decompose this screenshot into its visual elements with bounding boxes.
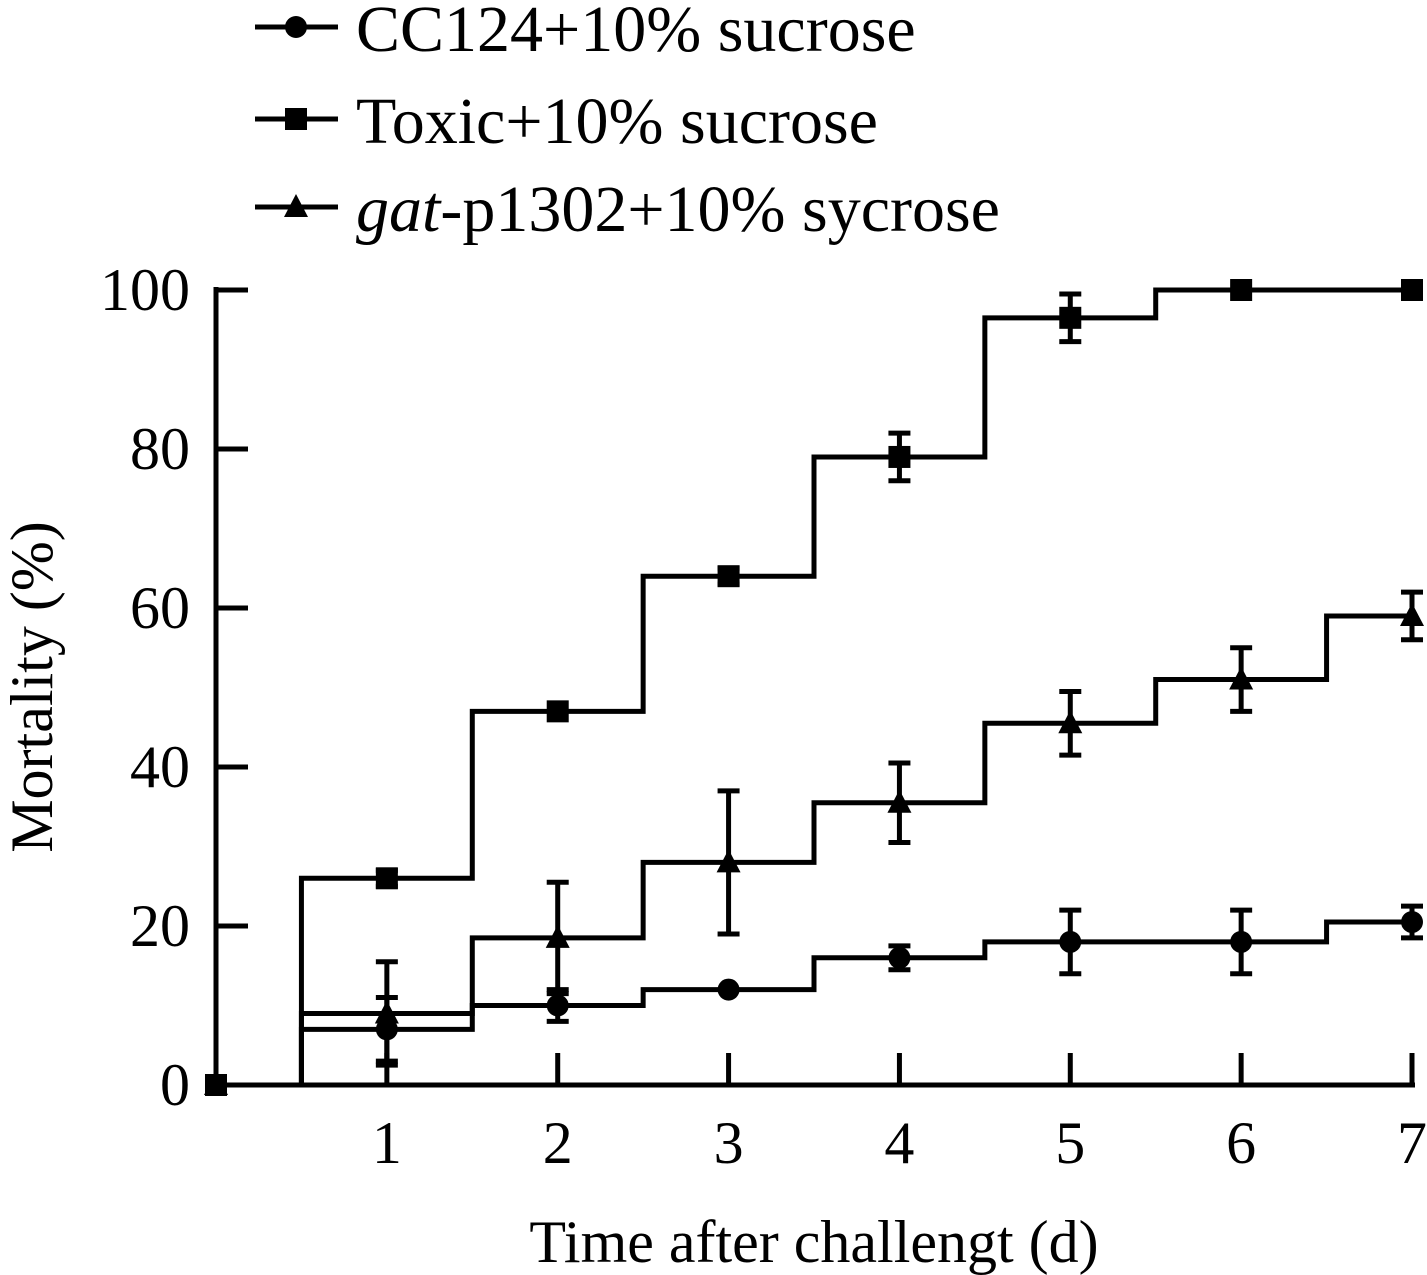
x-tick-label: 2 <box>543 1110 573 1176</box>
series-line <box>298 287 1412 1085</box>
axes: 0 20 40 60 80 100 1 2 3 4 5 6 7 <box>100 257 1427 1176</box>
series-line <box>298 919 1412 1085</box>
data-point <box>888 445 911 468</box>
x-tick-label: 7 <box>1397 1110 1427 1176</box>
y-tick-label: 0 <box>160 1052 190 1118</box>
legend-marker <box>285 16 307 38</box>
data-point <box>1230 279 1253 301</box>
data-point <box>374 1000 399 1024</box>
x-tick-label: 4 <box>884 1110 914 1176</box>
data-point <box>375 867 398 890</box>
data-point <box>717 978 740 1001</box>
x-axis-title: Time after challengt (d) <box>529 1209 1098 1275</box>
legend-label: CC124+10% sucrose <box>356 0 916 66</box>
x-tick-label: 3 <box>714 1110 744 1176</box>
series-triangle <box>204 589 1424 1095</box>
y-tick-label: 100 <box>100 257 190 323</box>
data-point <box>546 700 569 723</box>
legend-item: CC124+10% sucrose <box>255 0 916 66</box>
data-point <box>1058 710 1083 734</box>
legend: CC124+10% sucrose Toxic+10% sucrose gat-p1… <box>255 0 1000 246</box>
y-tick-label: 20 <box>130 893 190 959</box>
x-tick-label: 1 <box>372 1110 402 1176</box>
series-line <box>298 613 1412 1085</box>
y-axis-title: Mortality (%) <box>0 521 65 853</box>
data-point <box>1229 666 1254 690</box>
data-point <box>1230 930 1253 953</box>
legend-marker <box>284 194 308 217</box>
data-point <box>717 565 740 588</box>
data-point <box>1059 306 1082 329</box>
data-point <box>1400 602 1424 626</box>
data-point <box>1059 930 1082 953</box>
y-tick-label: 60 <box>130 575 190 641</box>
data-point <box>1401 279 1423 301</box>
plot-area <box>204 279 1424 1096</box>
data-point <box>887 789 912 813</box>
data-point <box>545 924 570 948</box>
legend-item: gat-p1302+10% sycrose <box>255 173 1000 246</box>
legend-label: gat-p1302+10% sycrose <box>356 173 1000 246</box>
data-point <box>546 994 569 1017</box>
y-tick-label: 40 <box>130 734 190 800</box>
y-tick-label: 80 <box>130 416 190 482</box>
data-point <box>888 946 911 969</box>
data-point <box>1401 911 1423 934</box>
data-point <box>716 849 741 873</box>
legend-item: Toxic+10% sucrose <box>255 85 878 158</box>
x-tick-label: 5 <box>1055 1110 1085 1176</box>
legend-marker <box>285 108 307 130</box>
legend-label: Toxic+10% sucrose <box>356 85 878 158</box>
x-tick-label: 6 <box>1226 1110 1256 1176</box>
